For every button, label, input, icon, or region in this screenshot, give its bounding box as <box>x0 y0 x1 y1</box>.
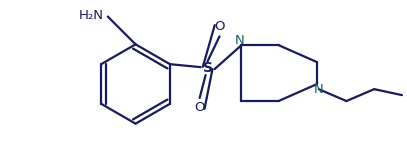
Text: O: O <box>214 20 225 33</box>
Text: O: O <box>195 101 205 114</box>
Text: N: N <box>314 83 324 96</box>
Text: S: S <box>203 61 212 75</box>
Text: H₂N: H₂N <box>79 9 104 22</box>
Text: N: N <box>234 34 244 47</box>
